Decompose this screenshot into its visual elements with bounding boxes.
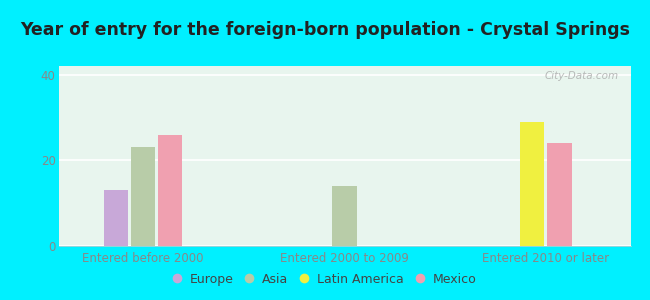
Bar [158,135,183,246]
Bar [520,122,545,246]
Bar [104,190,128,246]
Text: Year of entry for the foreign-born population - Crystal Springs: Year of entry for the foreign-born popul… [20,21,630,39]
Text: City-Data.com: City-Data.com [545,71,619,81]
Legend: Europe, Asia, Latin America, Mexico: Europe, Asia, Latin America, Mexico [168,268,482,291]
Bar [547,143,571,246]
Bar [131,147,155,246]
Bar [332,186,357,246]
